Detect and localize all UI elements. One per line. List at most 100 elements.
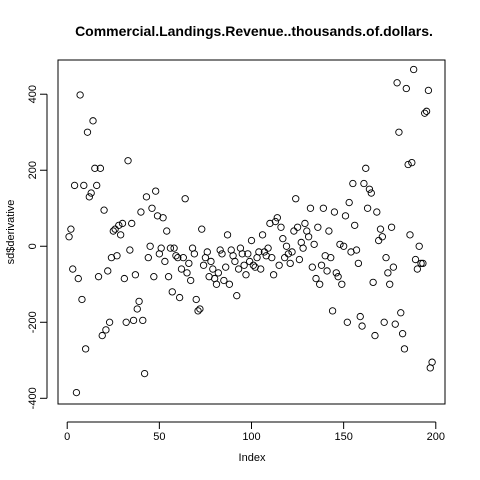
data-point [365,185,374,193]
data-point [415,242,423,250]
data-point [170,244,178,252]
data-point [301,219,309,228]
data-point [408,158,416,167]
data-point [183,269,191,277]
x-axis-label: Index [239,452,266,464]
data-point [398,330,407,338]
data-point [187,276,195,285]
data-point [78,295,86,304]
data-point [122,318,130,326]
data-point [404,160,412,169]
data-point [91,164,99,172]
data-point [164,273,173,281]
y-tick-label: -200 [27,311,39,333]
data-point [118,219,127,228]
data-point [150,273,158,281]
data-point [312,274,320,283]
data-point [279,235,287,243]
data-point [179,254,187,262]
data-point [400,345,409,353]
data-point [83,128,92,136]
data-point [192,295,200,304]
x-tick-label: 100 [242,431,260,443]
data-point [268,254,276,262]
data-point [371,331,379,340]
data-point [163,227,171,235]
data-point [89,117,97,125]
data-point [196,305,204,313]
data-point [339,242,348,250]
data-point [395,128,403,136]
data-point [98,331,106,340]
data-point [137,208,145,216]
data-point [299,244,307,252]
data-point [198,225,206,233]
data-point [223,231,232,239]
data-point [354,259,363,268]
data-point [338,280,346,288]
data-point [72,388,81,397]
data-point [373,208,381,216]
data-point [260,248,269,256]
data-point [148,204,156,212]
data-point [349,179,357,188]
data-point [413,265,422,273]
data-point [376,225,385,233]
data-point [334,273,342,281]
y-tick-label: 400 [27,85,39,103]
data-point [378,233,386,241]
data-point [161,257,169,266]
data-point [214,269,222,277]
data-point [111,225,119,233]
data-point [281,254,289,262]
data-point [295,255,304,264]
data-point [421,109,429,117]
data-point [258,231,267,239]
data-point [166,244,175,252]
data-point [131,271,140,279]
data-point [247,236,256,245]
data-point [231,257,239,266]
data-point [234,265,243,273]
data-point [358,322,366,330]
y-axis-label: sd$derivative [5,200,17,265]
data-point [220,276,228,285]
data-point [174,254,182,262]
data-point [120,274,128,283]
data-point [304,233,313,241]
data-point [269,271,278,279]
data-point [128,219,136,228]
data-point [93,181,101,190]
data-point [240,261,248,269]
data-point [363,204,372,212]
data-point [209,265,217,273]
data-point [124,157,132,165]
data-point [199,261,208,269]
data-point [152,187,160,195]
data-point [369,278,377,287]
data-point [168,288,176,296]
data-point [323,267,331,275]
data-point [87,189,95,197]
data-point [246,257,254,266]
data-point [277,223,285,231]
data-point [144,254,152,262]
plot-frame [57,59,446,405]
data-point [356,312,364,321]
data-point [80,181,88,190]
data-point [100,206,108,214]
data-point [216,246,224,254]
data-point [341,212,350,220]
data-point [386,280,394,288]
x-tick-label: 0 [64,431,70,443]
y-tick-label: -400 [27,387,39,409]
data-point [177,265,186,273]
data-point [194,307,202,315]
data-point [292,195,300,203]
data-point [352,246,361,254]
data-point [244,250,252,258]
data-point [115,221,123,229]
data-point [380,318,388,326]
data-point [218,250,226,258]
data-points [65,65,436,397]
